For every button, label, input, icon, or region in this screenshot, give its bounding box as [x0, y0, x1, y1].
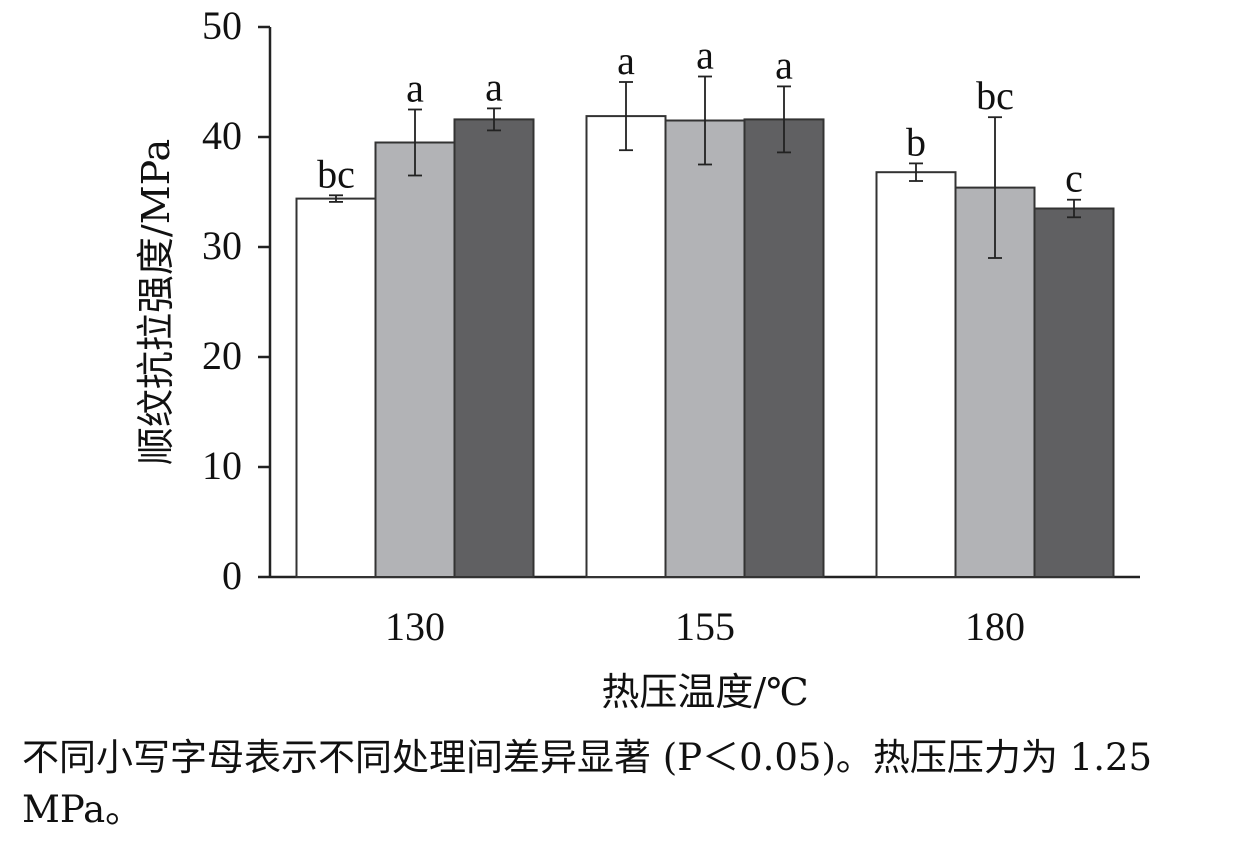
- x-tick-label: 180: [965, 604, 1025, 649]
- y-tick-label: 50: [202, 3, 242, 48]
- bar: [585, 115, 667, 578]
- significance-label: a: [485, 64, 503, 109]
- significance-label: a: [696, 33, 714, 78]
- bar: [875, 171, 957, 578]
- significance-label: a: [775, 42, 793, 87]
- figure-caption: 不同小写字母表示不同处理间差异显著 (P＜0.05)。热压压力为 1.25 MP…: [22, 736, 1153, 831]
- y-ticks: 0 10 20 30 40 50: [202, 3, 270, 598]
- bar: [453, 118, 535, 579]
- bar: [743, 118, 825, 579]
- bar: [1033, 207, 1115, 578]
- y-tick-label: 40: [202, 113, 242, 158]
- bar-chart: 0 10 20 30 40 50 bc a a a a a b bc c 130 155 180 热压温度/℃…: [134, 3, 1140, 714]
- x-axis-title: 热压温度/℃: [601, 670, 808, 714]
- significance-label: a: [617, 38, 635, 83]
- y-tick-label: 20: [202, 333, 242, 378]
- significance-label: bc: [976, 73, 1014, 118]
- y-tick-label: 0: [222, 553, 242, 598]
- significance-label: bc: [317, 151, 355, 196]
- significance-label: c: [1065, 156, 1083, 201]
- bar: [664, 119, 746, 578]
- x-tick-label: 130: [385, 604, 445, 649]
- y-axis-title: 顺纹抗拉强度/MPa: [134, 139, 178, 465]
- significance-label: b: [906, 119, 926, 164]
- bar: [374, 141, 456, 578]
- x-ticks: 130 155 180: [385, 604, 1025, 649]
- significance-label: a: [406, 66, 424, 111]
- y-tick-label: 10: [202, 443, 242, 488]
- bars: bc a a a a a b bc c: [295, 33, 1115, 579]
- bar: [295, 197, 377, 578]
- x-tick-label: 155: [675, 604, 735, 649]
- y-tick-label: 30: [202, 223, 242, 268]
